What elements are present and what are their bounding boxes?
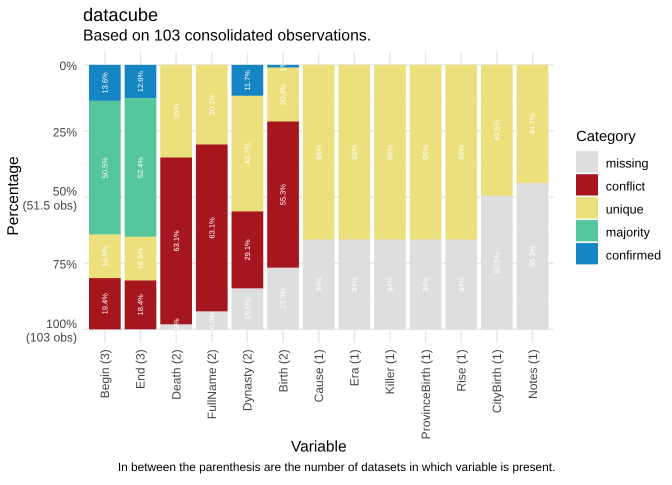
svg-text:FullName (2): FullName (2) (205, 349, 219, 419)
svg-text:0%: 0% (60, 59, 78, 73)
svg-text:34%: 34% (314, 277, 323, 292)
svg-text:34%: 34% (350, 277, 359, 292)
svg-text:Begin (3): Begin (3) (98, 349, 112, 398)
svg-text:18.4%: 18.4% (136, 294, 145, 316)
svg-text:missing: missing (606, 156, 649, 170)
svg-text:11.7%: 11.7% (243, 70, 252, 91)
svg-text:25%: 25% (53, 125, 77, 139)
svg-text:20.4%: 20.4% (279, 84, 288, 106)
svg-text:Rise (1): Rise (1) (454, 349, 468, 391)
svg-text:19.4%: 19.4% (100, 293, 109, 315)
svg-text:End (3): End (3) (134, 349, 148, 389)
svg-text:52.4%: 52.4% (136, 157, 145, 179)
svg-text:15.5%: 15.5% (243, 298, 252, 320)
svg-text:66%: 66% (457, 144, 466, 159)
svg-text:13.6%: 13.6% (100, 72, 109, 94)
svg-text:29.1%: 29.1% (243, 239, 252, 261)
svg-text:34%: 34% (457, 277, 466, 292)
svg-text:63.1%: 63.1% (207, 217, 216, 239)
svg-text:Birth (2): Birth (2) (276, 349, 290, 392)
svg-text:Death (2): Death (2) (169, 349, 183, 399)
svg-text:Killer (1): Killer (1) (383, 349, 397, 394)
svg-text:CityBirth (1): CityBirth (1) (490, 349, 504, 413)
svg-text:Category: Category (576, 129, 636, 145)
svg-text:55.3%: 55.3% (279, 184, 288, 206)
svg-text:1.9%: 1.9% (172, 318, 181, 335)
svg-text:100%: 100% (46, 317, 77, 331)
svg-text:30.1%: 30.1% (207, 94, 216, 116)
svg-text:In between the parenthesis are: In between the parenthesis are the numbe… (118, 460, 556, 474)
svg-text:Variable: Variable (291, 439, 347, 456)
svg-text:35%: 35% (172, 103, 181, 118)
svg-text:Era (1): Era (1) (348, 349, 362, 386)
svg-text:(51.5 obs): (51.5 obs) (23, 198, 77, 212)
svg-text:50.5%: 50.5% (493, 252, 502, 274)
svg-text:66%: 66% (421, 144, 430, 159)
svg-text:conflict: conflict (606, 179, 646, 193)
svg-text:43.7%: 43.7% (243, 143, 252, 165)
svg-text:Percentage: Percentage (5, 156, 22, 235)
svg-text:Cause (1): Cause (1) (312, 349, 326, 402)
svg-text:50%: 50% (53, 185, 77, 199)
svg-text:majority: majority (606, 225, 651, 239)
svg-text:12.6%: 12.6% (136, 71, 145, 93)
svg-text:66%: 66% (350, 144, 359, 159)
svg-text:confirmed: confirmed (606, 248, 661, 262)
svg-text:16.5%: 16.5% (100, 245, 109, 267)
svg-text:Notes (1): Notes (1) (526, 349, 540, 399)
svg-text:49.5%: 49.5% (493, 119, 502, 141)
svg-text:1%: 1% (279, 60, 288, 71)
svg-text:ProvinceBirth (1): ProvinceBirth (1) (419, 349, 433, 439)
svg-text:55.3%: 55.3% (528, 245, 537, 267)
svg-text:66%: 66% (386, 144, 395, 159)
svg-text:16.5%: 16.5% (136, 248, 145, 270)
svg-text:63.1%: 63.1% (172, 230, 181, 252)
svg-text:Based on 103 consolidated obse: Based on 103 consolidated observations. (83, 28, 371, 45)
svg-text:44.7%: 44.7% (528, 113, 537, 135)
svg-text:(103 obs): (103 obs) (26, 331, 77, 345)
svg-text:Dynasty (2): Dynasty (2) (241, 349, 255, 411)
svg-text:50.5%: 50.5% (100, 157, 109, 179)
svg-text:66%: 66% (314, 144, 323, 159)
svg-text:datacube: datacube (83, 4, 158, 25)
svg-text:34%: 34% (421, 277, 430, 292)
svg-text:34%: 34% (386, 277, 395, 292)
svg-text:75%: 75% (53, 258, 77, 272)
svg-text:23.3%: 23.3% (279, 288, 288, 310)
svg-text:6.8%: 6.8% (207, 312, 216, 329)
svg-text:unique: unique (606, 202, 644, 216)
